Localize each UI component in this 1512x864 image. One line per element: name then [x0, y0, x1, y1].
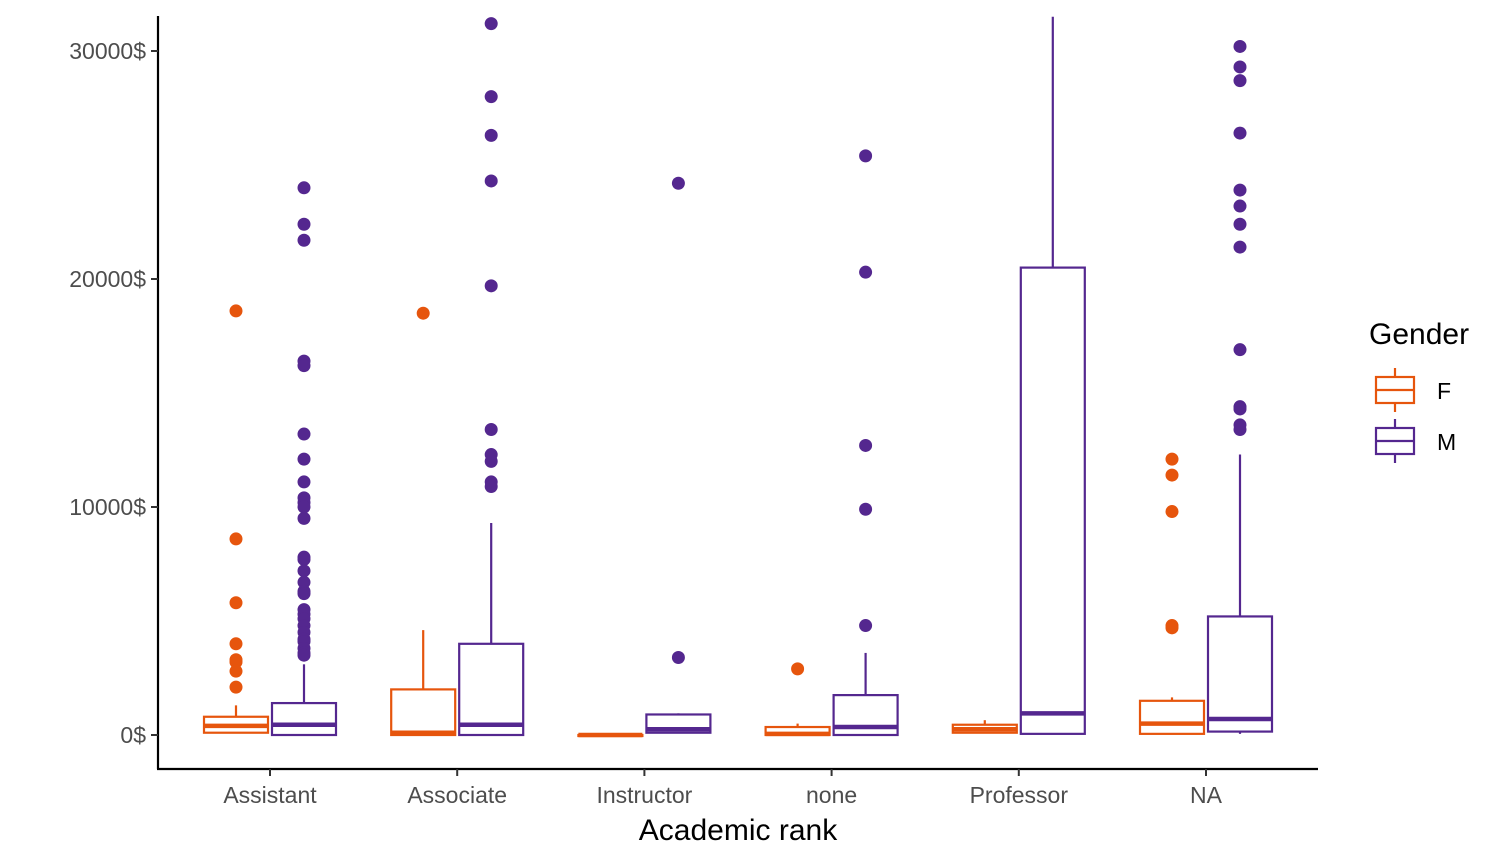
- box-F-none: [764, 662, 831, 737]
- box-iqr: [1206, 615, 1274, 733]
- box-iqr: [1138, 699, 1206, 735]
- x-tick-label: Associate: [407, 782, 507, 808]
- outlier-point: [1233, 39, 1247, 53]
- box-M-Associate: [458, 17, 525, 737]
- legend-label: F: [1437, 378, 1451, 404]
- box-F-Associate: [390, 306, 457, 737]
- outlier-point: [229, 680, 243, 694]
- box-iqr: [458, 642, 525, 737]
- outlier-point: [1233, 74, 1247, 88]
- x-tick-label: NA: [1190, 782, 1223, 808]
- outlier-point: [1165, 621, 1179, 635]
- outlier-point: [229, 304, 243, 318]
- outlier-point: [671, 176, 685, 190]
- outlier-point: [484, 422, 498, 436]
- outlier-point: [297, 181, 311, 195]
- legend-entry-M: M: [1374, 419, 1456, 463]
- outlier-point: [1233, 422, 1247, 436]
- x-tick-label: Instructor: [596, 782, 692, 808]
- outlier-point: [484, 17, 498, 31]
- box-iqr: [390, 688, 457, 737]
- outlier-point: [297, 500, 311, 514]
- outlier-point: [297, 233, 311, 247]
- outlier-point: [1233, 240, 1247, 254]
- outlier-point: [229, 664, 243, 678]
- x-axis-title: Academic rank: [639, 814, 838, 847]
- plot-area: [202, 16, 1274, 738]
- box-M-Professor: [1019, 16, 1086, 735]
- outlier-point: [297, 552, 311, 566]
- x-axis-ticks: Assistant Associate Instructor none Professo…: [223, 769, 1223, 808]
- outlier-point: [297, 475, 311, 489]
- y-axis-ticks: 0$ 10000$ 20000$ 30000$: [69, 38, 158, 748]
- box-M-Instructor: [645, 176, 712, 734]
- y-tick-label: 20000$: [69, 266, 146, 292]
- box-F-Professor: [951, 720, 1018, 734]
- outlier-point: [1233, 402, 1247, 416]
- box-M-Assistant: [270, 181, 338, 737]
- outlier-point: [297, 427, 311, 441]
- box-iqr: [1019, 266, 1086, 735]
- outlier-point: [229, 596, 243, 610]
- outlier-point: [484, 174, 498, 188]
- box-M-none: [832, 149, 899, 737]
- outlier-point: [229, 532, 243, 546]
- outlier-point: [484, 90, 498, 104]
- outlier-point: [859, 149, 873, 163]
- outlier-point: [1233, 199, 1247, 213]
- outlier-point: [791, 662, 805, 676]
- legend-label: M: [1437, 429, 1456, 455]
- box-F-NA: [1138, 452, 1206, 735]
- outlier-point: [1233, 217, 1247, 231]
- outlier-point: [1233, 60, 1247, 74]
- outlier-point: [297, 564, 311, 578]
- outlier-point: [859, 502, 873, 516]
- outlier-point: [1233, 343, 1247, 357]
- outlier-point: [1233, 126, 1247, 140]
- outlier-point: [297, 575, 311, 589]
- outlier-point: [484, 128, 498, 142]
- outlier-point: [1165, 505, 1179, 519]
- outlier-point: [859, 438, 873, 452]
- outlier-point: [229, 637, 243, 651]
- outlier-point: [671, 650, 685, 664]
- x-tick-label: none: [806, 782, 857, 808]
- outlier-point: [484, 479, 498, 493]
- box-F-Instructor: [577, 732, 644, 738]
- outlier-point: [297, 359, 311, 373]
- outlier-point: [484, 279, 498, 293]
- outlier-point: [297, 511, 311, 525]
- outlier-point: [1165, 468, 1179, 482]
- outlier-point: [1233, 183, 1247, 197]
- outlier-point: [297, 452, 311, 466]
- y-tick-label: 30000$: [69, 38, 146, 64]
- legend: Gender FM: [1369, 318, 1469, 463]
- outlier-point: [484, 454, 498, 468]
- y-tick-label: 10000$: [69, 494, 146, 520]
- box-F-Assistant: [202, 304, 270, 734]
- x-tick-label: Professor: [970, 782, 1069, 808]
- legend-title: Gender: [1369, 318, 1469, 351]
- outlier-point: [859, 619, 873, 633]
- outlier-point: [297, 587, 311, 601]
- outlier-point: [1165, 452, 1179, 466]
- y-tick-label: 0$: [120, 722, 146, 748]
- box-M-NA: [1206, 39, 1274, 734]
- x-tick-label: Assistant: [223, 782, 317, 808]
- outlier-point: [416, 306, 430, 320]
- box-iqr: [270, 701, 338, 737]
- outlier-point: [297, 217, 311, 231]
- legend-entry-F: F: [1374, 368, 1451, 412]
- outlier-point: [297, 648, 311, 662]
- outlier-point: [229, 655, 243, 669]
- outlier-point: [859, 265, 873, 279]
